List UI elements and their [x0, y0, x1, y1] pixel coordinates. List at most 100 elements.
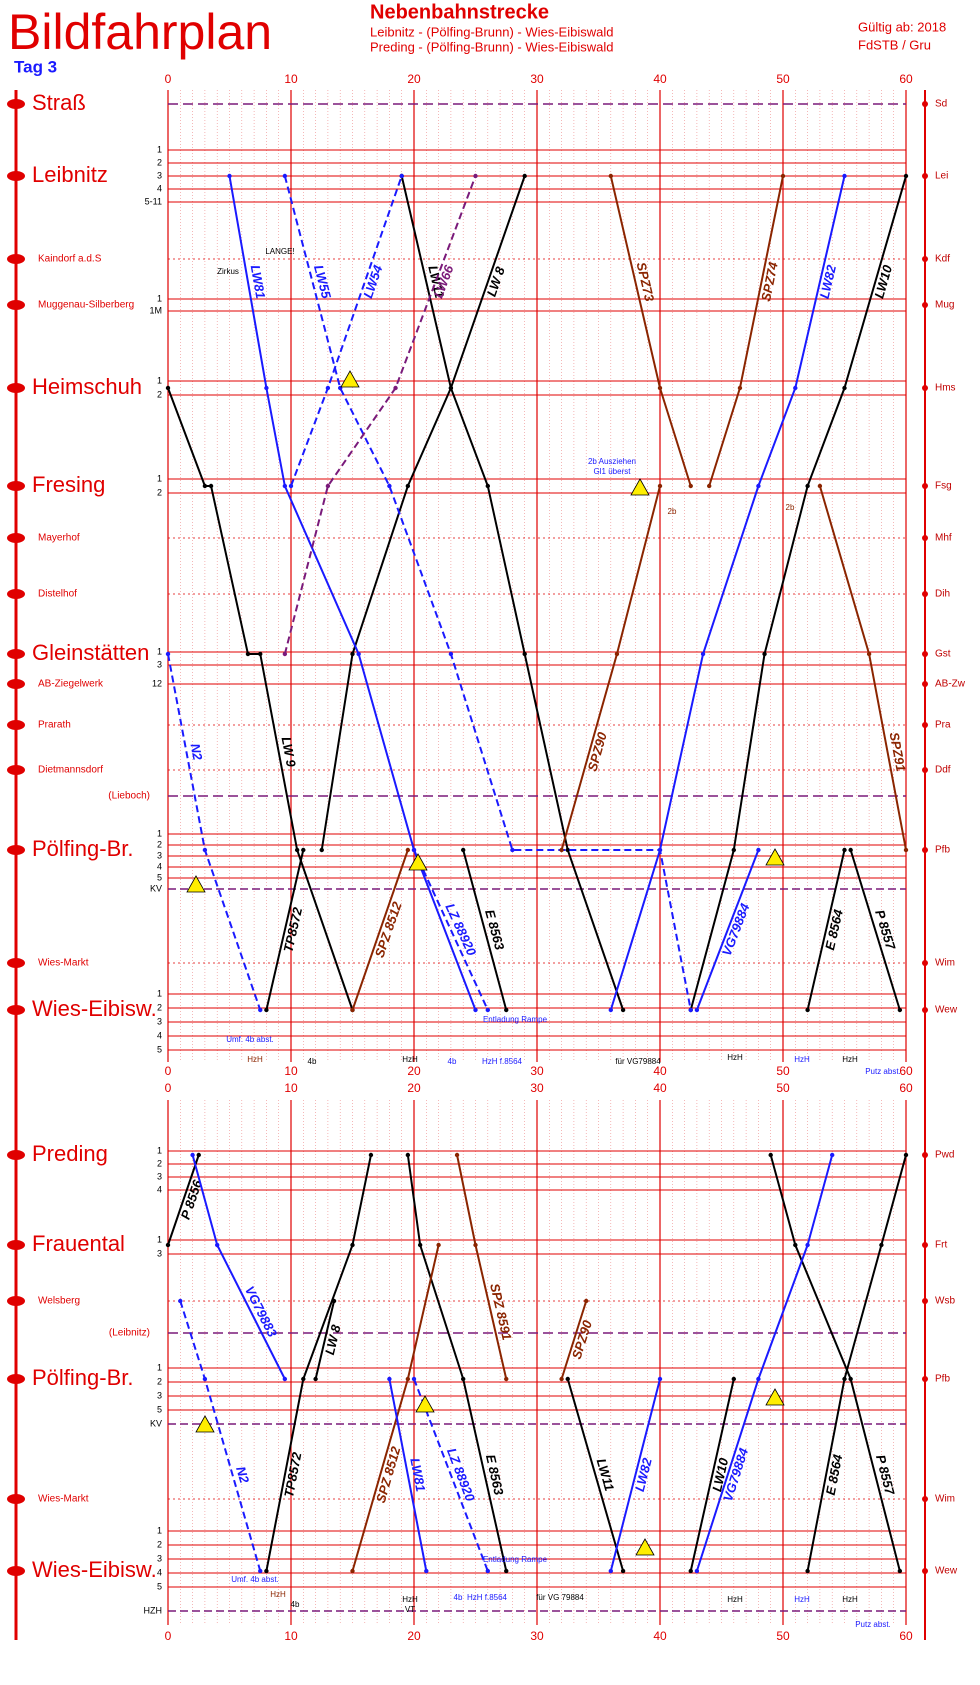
train-stop — [559, 847, 564, 853]
track-label: 3 — [157, 1016, 162, 1026]
train-stop — [485, 1007, 490, 1013]
station-dot — [7, 481, 25, 491]
station-name: Mayerhof — [38, 533, 80, 544]
station-dot — [7, 383, 25, 393]
note: HzH — [270, 1590, 286, 1599]
train-stop — [473, 1242, 478, 1248]
train-path — [609, 175, 846, 1011]
station-name: Heimschuh — [32, 374, 142, 399]
train-stop — [805, 1007, 810, 1013]
warning-sign — [415, 1395, 435, 1413]
x-tick-label: 0 — [165, 1629, 172, 1643]
x-tick-label: 50 — [776, 1629, 790, 1643]
train-stop — [731, 1376, 736, 1382]
train-stop — [356, 651, 361, 657]
train-stop — [559, 1376, 564, 1382]
train-stop — [424, 1568, 429, 1574]
x-tick-label: 20 — [407, 72, 421, 86]
train-path — [849, 849, 901, 1011]
station-name: Wies-Eibisw. — [32, 996, 157, 1021]
x-tick-label: 20 — [407, 1081, 421, 1095]
station-dot-right — [922, 1376, 928, 1382]
train-stop — [405, 483, 411, 489]
x-tick-label: 50 — [776, 1064, 790, 1078]
station-name: AB-Ziegelwerk — [38, 679, 104, 690]
track-label: 1 — [157, 144, 162, 154]
route-2: Preding - (Pölfing-Brunn) - Wies-Eibiswa… — [370, 39, 613, 54]
track-label: 2 — [157, 157, 162, 167]
valid-from: Gültig ab: 2018 — [858, 19, 946, 34]
title: Bildfahrplan — [8, 4, 272, 60]
train-stop — [319, 847, 324, 853]
station-dot-right — [922, 256, 928, 262]
train-stop — [504, 1376, 509, 1382]
train-stop — [903, 173, 909, 179]
note: LANGE! — [265, 247, 294, 256]
note: 4b — [454, 1593, 463, 1602]
track-label: 4 — [157, 1030, 162, 1040]
station-dot-right — [922, 1568, 928, 1574]
train-path — [769, 1154, 901, 1572]
track-label: 4 — [157, 1184, 162, 1194]
train-stop — [620, 1568, 626, 1574]
station-dot — [7, 1374, 25, 1384]
train-stop — [608, 1568, 613, 1574]
station-abbr: Wew — [935, 1005, 958, 1016]
train-stop — [768, 1152, 773, 1158]
train-path — [290, 175, 403, 487]
train-label: LW82 — [632, 1456, 655, 1493]
note: Zirkus — [217, 267, 239, 276]
x-tick-label: 60 — [899, 72, 913, 86]
station-dot — [7, 300, 25, 310]
train-stop — [405, 1152, 411, 1158]
x-tick-label: 30 — [530, 1064, 544, 1078]
train-stop — [510, 847, 515, 853]
train-stop — [565, 1376, 570, 1382]
station-abbr: Frt — [935, 1240, 947, 1251]
train-label: E 8563 — [482, 908, 507, 952]
note: HzH f.8564 — [482, 1057, 523, 1066]
note: Putz abst. — [855, 1620, 891, 1629]
train-label: LW 9 — [279, 736, 299, 769]
station-abbr: Wim — [935, 958, 955, 969]
station-abbr: Wim — [935, 1494, 955, 1505]
train-stop — [879, 1242, 884, 1248]
station-abbr: Kdf — [935, 254, 950, 265]
track-label: 2 — [157, 1376, 162, 1386]
train-stop — [282, 483, 288, 489]
station-dot-right — [922, 535, 928, 541]
train-path — [167, 387, 354, 1011]
train-label: LW 8 — [322, 1323, 344, 1357]
track-label: 2 — [157, 1158, 162, 1168]
note: HzH — [842, 1055, 858, 1064]
note: HzH — [842, 1595, 858, 1604]
station-name: Straß — [32, 90, 86, 115]
train-stop — [165, 385, 171, 391]
note: HzH — [727, 1053, 743, 1062]
train-stop — [405, 1376, 411, 1382]
station-dot — [7, 1566, 25, 1576]
track-label: 1 — [157, 375, 162, 385]
train-stop — [165, 1242, 171, 1248]
train-stop — [387, 1376, 392, 1382]
train-stop — [282, 651, 288, 657]
train-path — [388, 1378, 428, 1572]
station-abbr: Fsg — [935, 481, 952, 492]
track-label: 12 — [152, 678, 162, 688]
note: HzH — [727, 1595, 743, 1604]
train-stop — [461, 847, 466, 853]
station-name: Gleinstätten — [32, 640, 149, 665]
x-tick-label: 30 — [530, 1081, 544, 1095]
train-label: LW82 — [817, 263, 839, 300]
train-stop — [737, 385, 743, 391]
x-tick-label: 10 — [284, 1064, 298, 1078]
note: HzH — [402, 1055, 418, 1064]
station-dot-right — [922, 1152, 928, 1158]
station-dot-right — [922, 1298, 928, 1304]
station-name: Wies-Eibisw. — [32, 1557, 157, 1582]
train-label: LW81 — [407, 1457, 428, 1493]
train-label: LW10 — [871, 263, 895, 301]
train-path — [265, 1154, 372, 1572]
train-stop — [294, 847, 300, 853]
track-label: 3 — [157, 1171, 162, 1181]
